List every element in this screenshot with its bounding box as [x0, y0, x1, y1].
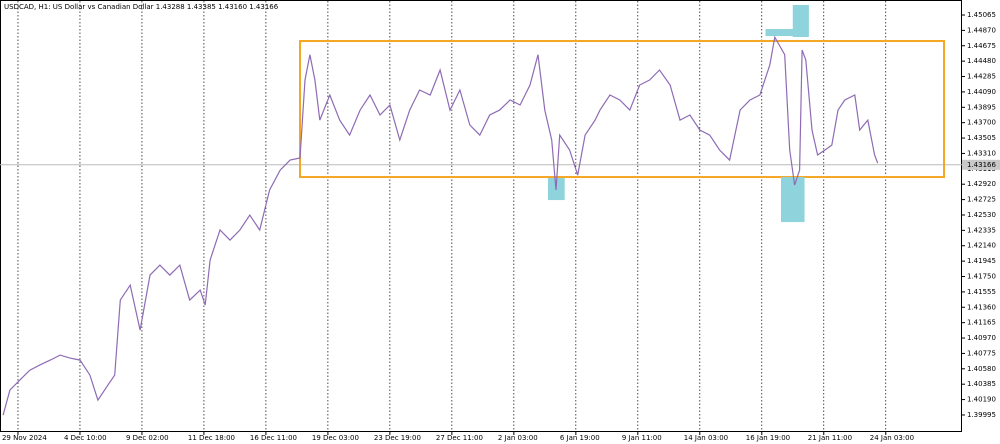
x-tick-label: 16 Dec 11:00 [250, 434, 297, 442]
price-tag-label: 1.43166 [967, 161, 996, 169]
price-line-series [2, 35, 879, 416]
x-tick-label: 4 Dec 10:00 [64, 434, 107, 442]
x-tick-label: 16 Jan 19:00 [746, 434, 790, 442]
y-tick-label: 1.45065 [967, 11, 996, 19]
x-tick-label: 9 Jan 11:00 [622, 434, 662, 442]
y-tick-label: 1.42335 [967, 226, 996, 234]
x-tick-label: 27 Dec 11:00 [436, 434, 483, 442]
y-tick-label: 1.43505 [967, 134, 996, 142]
y-tick-label: 1.44675 [967, 42, 996, 50]
y-tick-label: 1.43895 [967, 103, 996, 111]
x-tick-label: 9 Dec 02:00 [126, 434, 169, 442]
y-tick-label: 1.44480 [967, 57, 996, 65]
x-tick-label: 6 Jan 19:00 [560, 434, 600, 442]
x-tick-label: 11 Dec 18:00 [188, 434, 235, 442]
highlight-box [792, 4, 809, 37]
x-tick-label: 24 Jan 03:00 [870, 434, 914, 442]
y-tick-label: 1.40190 [967, 396, 996, 404]
y-tick-label: 1.40580 [967, 365, 996, 373]
y-tick-label: 1.40970 [967, 334, 996, 342]
y-tick-label: 1.41555 [967, 288, 996, 296]
x-tick-label: 19 Dec 03:00 [312, 434, 359, 442]
y-tick-label: 1.42920 [967, 180, 996, 188]
y-tick-label: 1.41945 [967, 257, 996, 265]
price-tag [962, 159, 1000, 170]
x-tick-label: 21 Jan 11:00 [808, 434, 852, 442]
y-tick-label: 1.44090 [967, 88, 996, 96]
y-tick-label: 1.42725 [967, 196, 996, 204]
y-tick-label: 1.41165 [967, 319, 996, 327]
y-tick-label: 1.42530 [967, 211, 996, 219]
highlight-box [765, 29, 795, 37]
x-tick-label: 23 Dec 19:00 [374, 434, 421, 442]
y-tick-label: 1.44285 [967, 73, 996, 81]
range-box [299, 40, 946, 179]
chart-title: USDCAD, H1: US Dollar vs Canadian Dollar… [4, 3, 279, 11]
x-tick-label: 14 Jan 03:00 [684, 434, 728, 442]
y-tick-label: 1.44870 [967, 26, 996, 34]
x-tick-label: 29 Nov 2024 [2, 434, 47, 442]
y-tick-label: 1.39995 [967, 411, 996, 419]
y-tick-label: 1.43700 [967, 119, 996, 127]
plot-frame [0, 0, 962, 432]
y-tick-label: 1.41360 [967, 303, 996, 311]
y-tick-label: 1.40775 [967, 349, 996, 357]
y-tick-label: 1.43310 [967, 149, 996, 157]
y-tick-label: 1.42140 [967, 242, 996, 250]
x-tick-label: 2 Jan 03:00 [498, 434, 538, 442]
y-tick-label: 1.40385 [967, 380, 996, 388]
highlight-box [781, 177, 805, 223]
y-tick-label: 1.41750 [967, 273, 996, 281]
